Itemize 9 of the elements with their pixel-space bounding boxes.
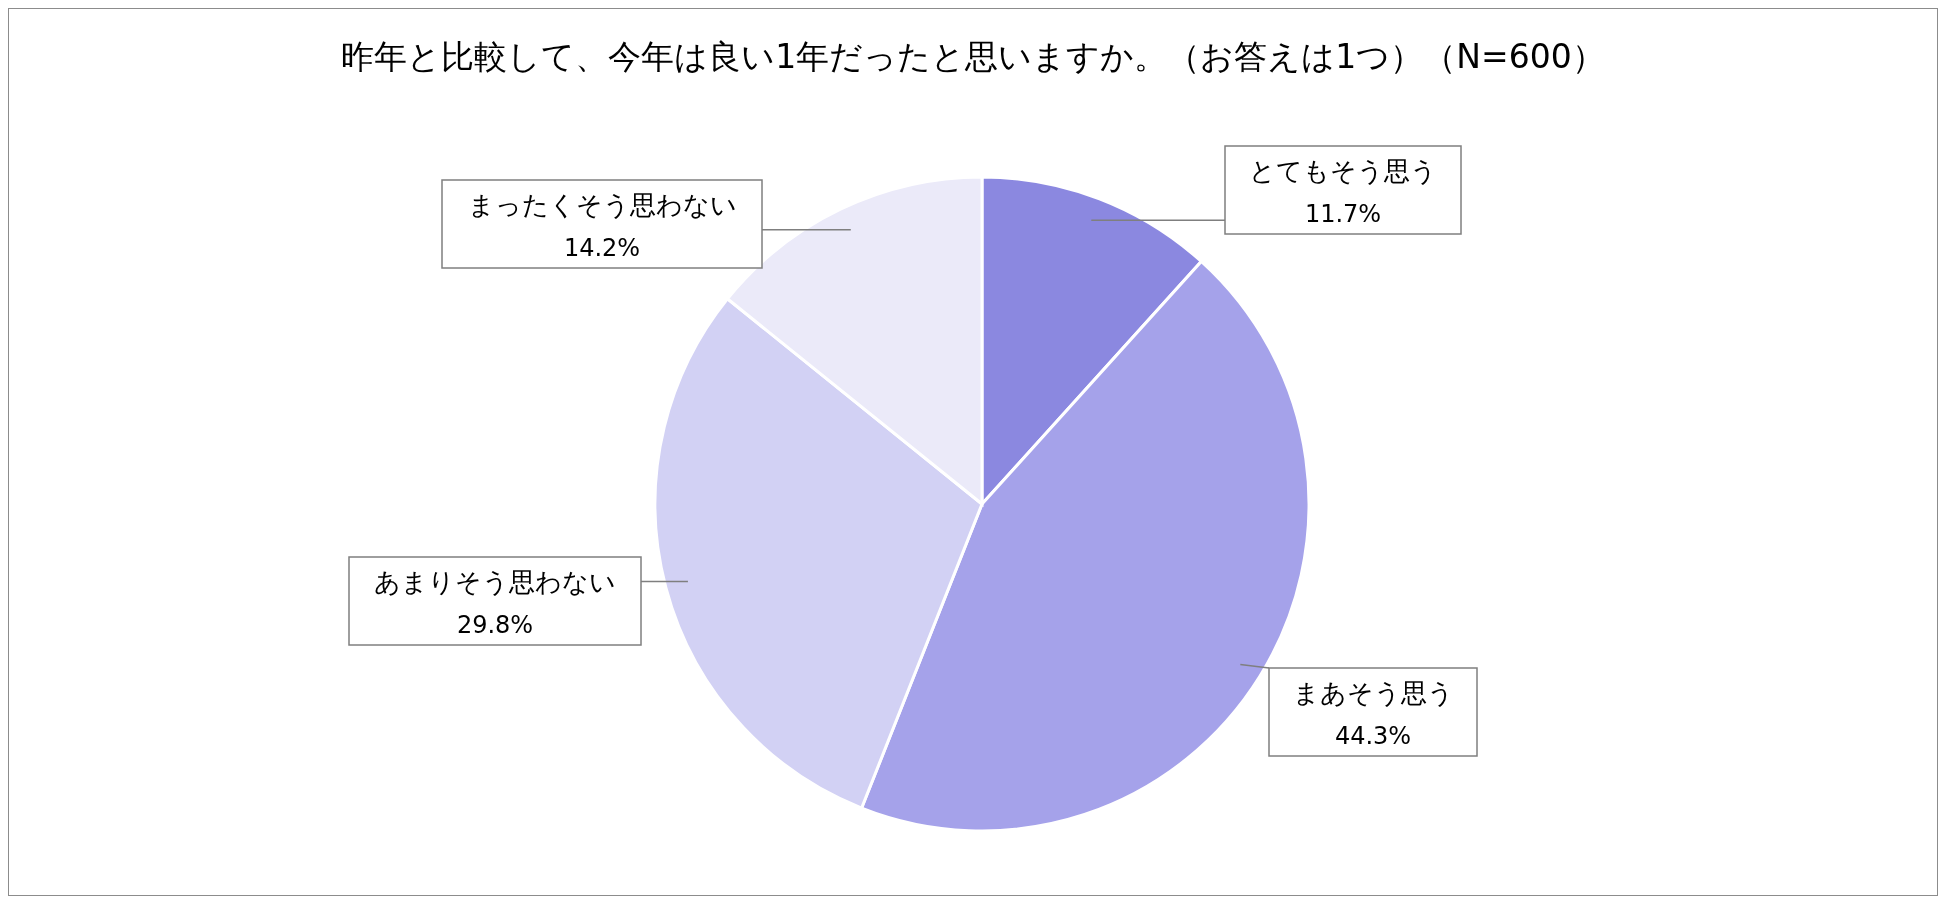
slice-label: まったくそう思わない	[467, 190, 737, 220]
slice-label: あまりそう思わない	[374, 567, 616, 597]
slice-label: まあそう思う	[1292, 678, 1454, 708]
data-label: 11.7%	[1304, 200, 1382, 228]
data-label: 29.8%	[456, 611, 534, 639]
chart-title: 昨年と比較して、今年は良い1年だったと思いますか。（お答えは1つ）（N=600）	[340, 36, 1606, 78]
data-label: 14.2%	[563, 234, 641, 262]
data-label: 44.3%	[1334, 722, 1412, 750]
slice-label: とてもそう思う	[1249, 156, 1437, 186]
